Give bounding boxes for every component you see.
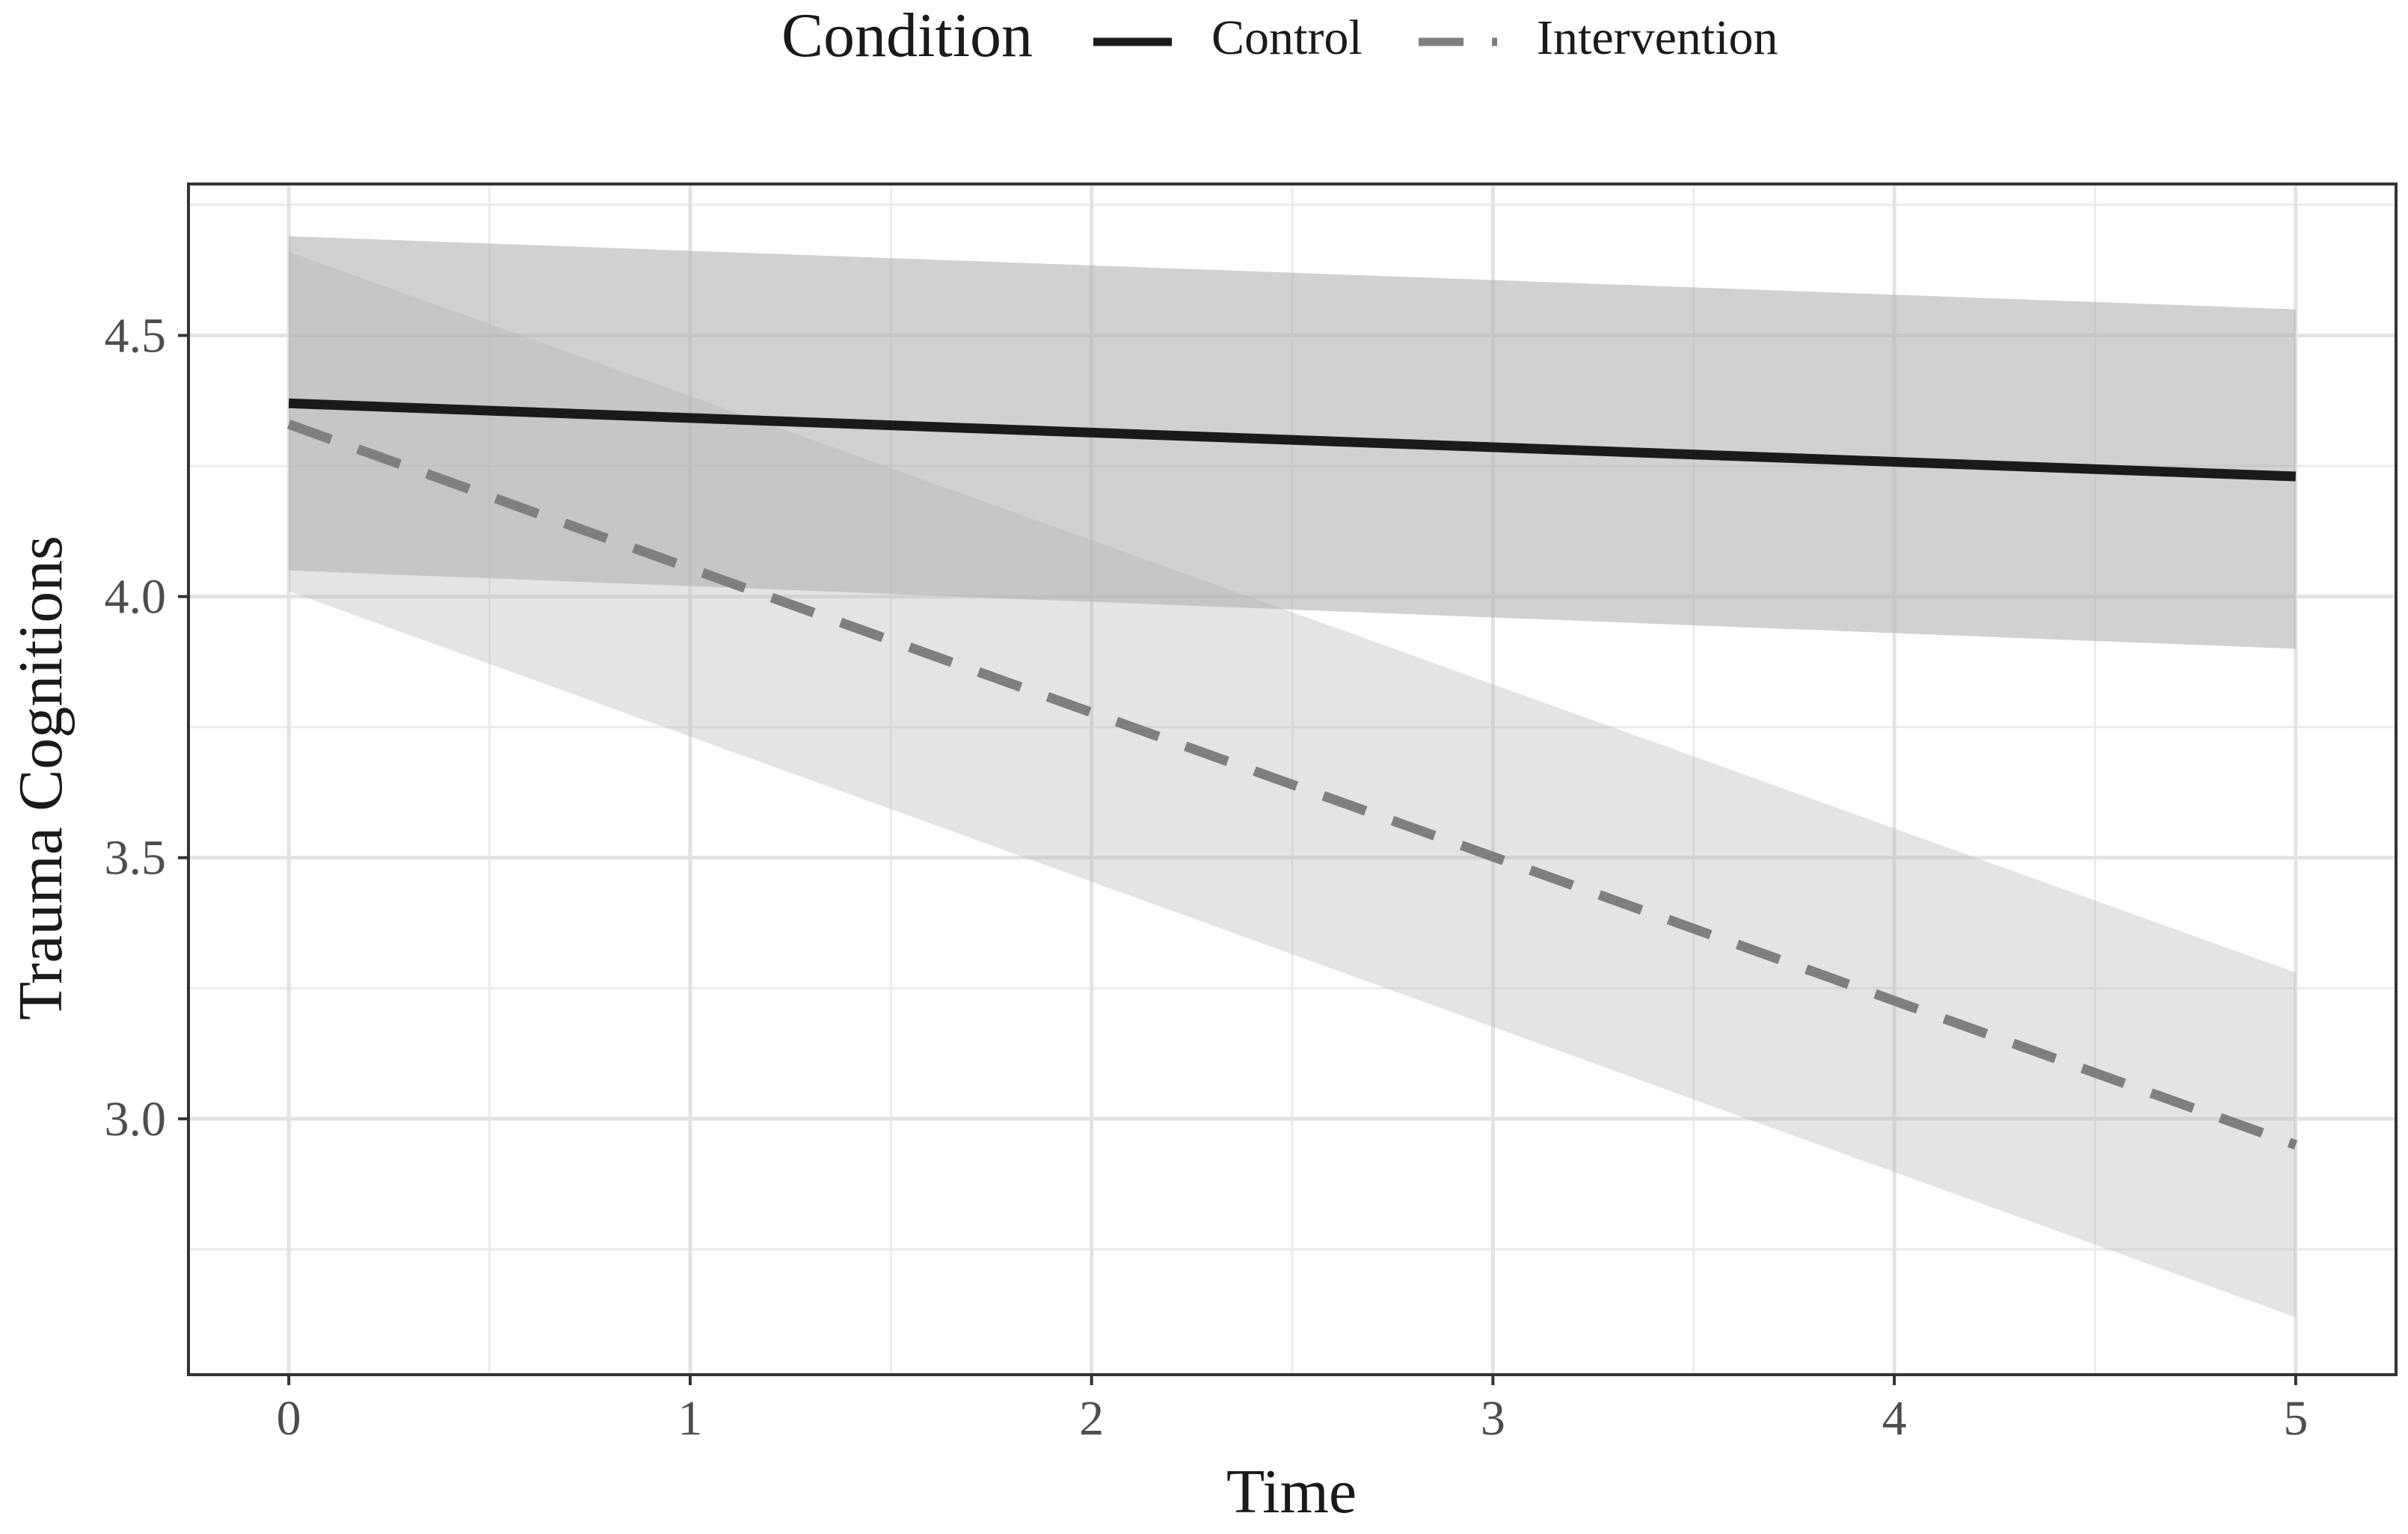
legend-label-intervention: Intervention bbox=[1537, 10, 1778, 65]
x-tick-label: 1 bbox=[678, 1391, 702, 1446]
series-lines bbox=[286, 398, 2298, 1150]
x-axis-title: Time bbox=[1226, 1457, 1357, 1527]
x-tick-label: 0 bbox=[277, 1391, 301, 1446]
x-tick-label: 5 bbox=[2283, 1391, 2308, 1446]
legend-title: Condition bbox=[781, 1, 1033, 70]
y-tick-label: 4.0 bbox=[105, 570, 167, 625]
y-tick-label: 4.5 bbox=[105, 308, 167, 363]
legend-label-control: Control bbox=[1211, 10, 1363, 65]
y-tick-label: 3.5 bbox=[105, 831, 167, 886]
series-line-intervention bbox=[286, 420, 2298, 1150]
x-tick-label: 4 bbox=[1882, 1391, 1907, 1446]
legend: Condition Control Intervention bbox=[781, 1, 1778, 70]
series-line-control bbox=[288, 398, 2297, 482]
x-tick-label: 2 bbox=[1079, 1391, 1104, 1446]
panel-border bbox=[187, 182, 2398, 1376]
y-axis-title: Trauma Cognitions bbox=[6, 536, 76, 1020]
x-tick-label: 3 bbox=[1481, 1391, 1505, 1446]
y-tick-label: 3.0 bbox=[105, 1092, 167, 1147]
axes: 0 1 2 3 4 5 3.0 3.5 4.0 4.5 bbox=[105, 308, 2309, 1446]
